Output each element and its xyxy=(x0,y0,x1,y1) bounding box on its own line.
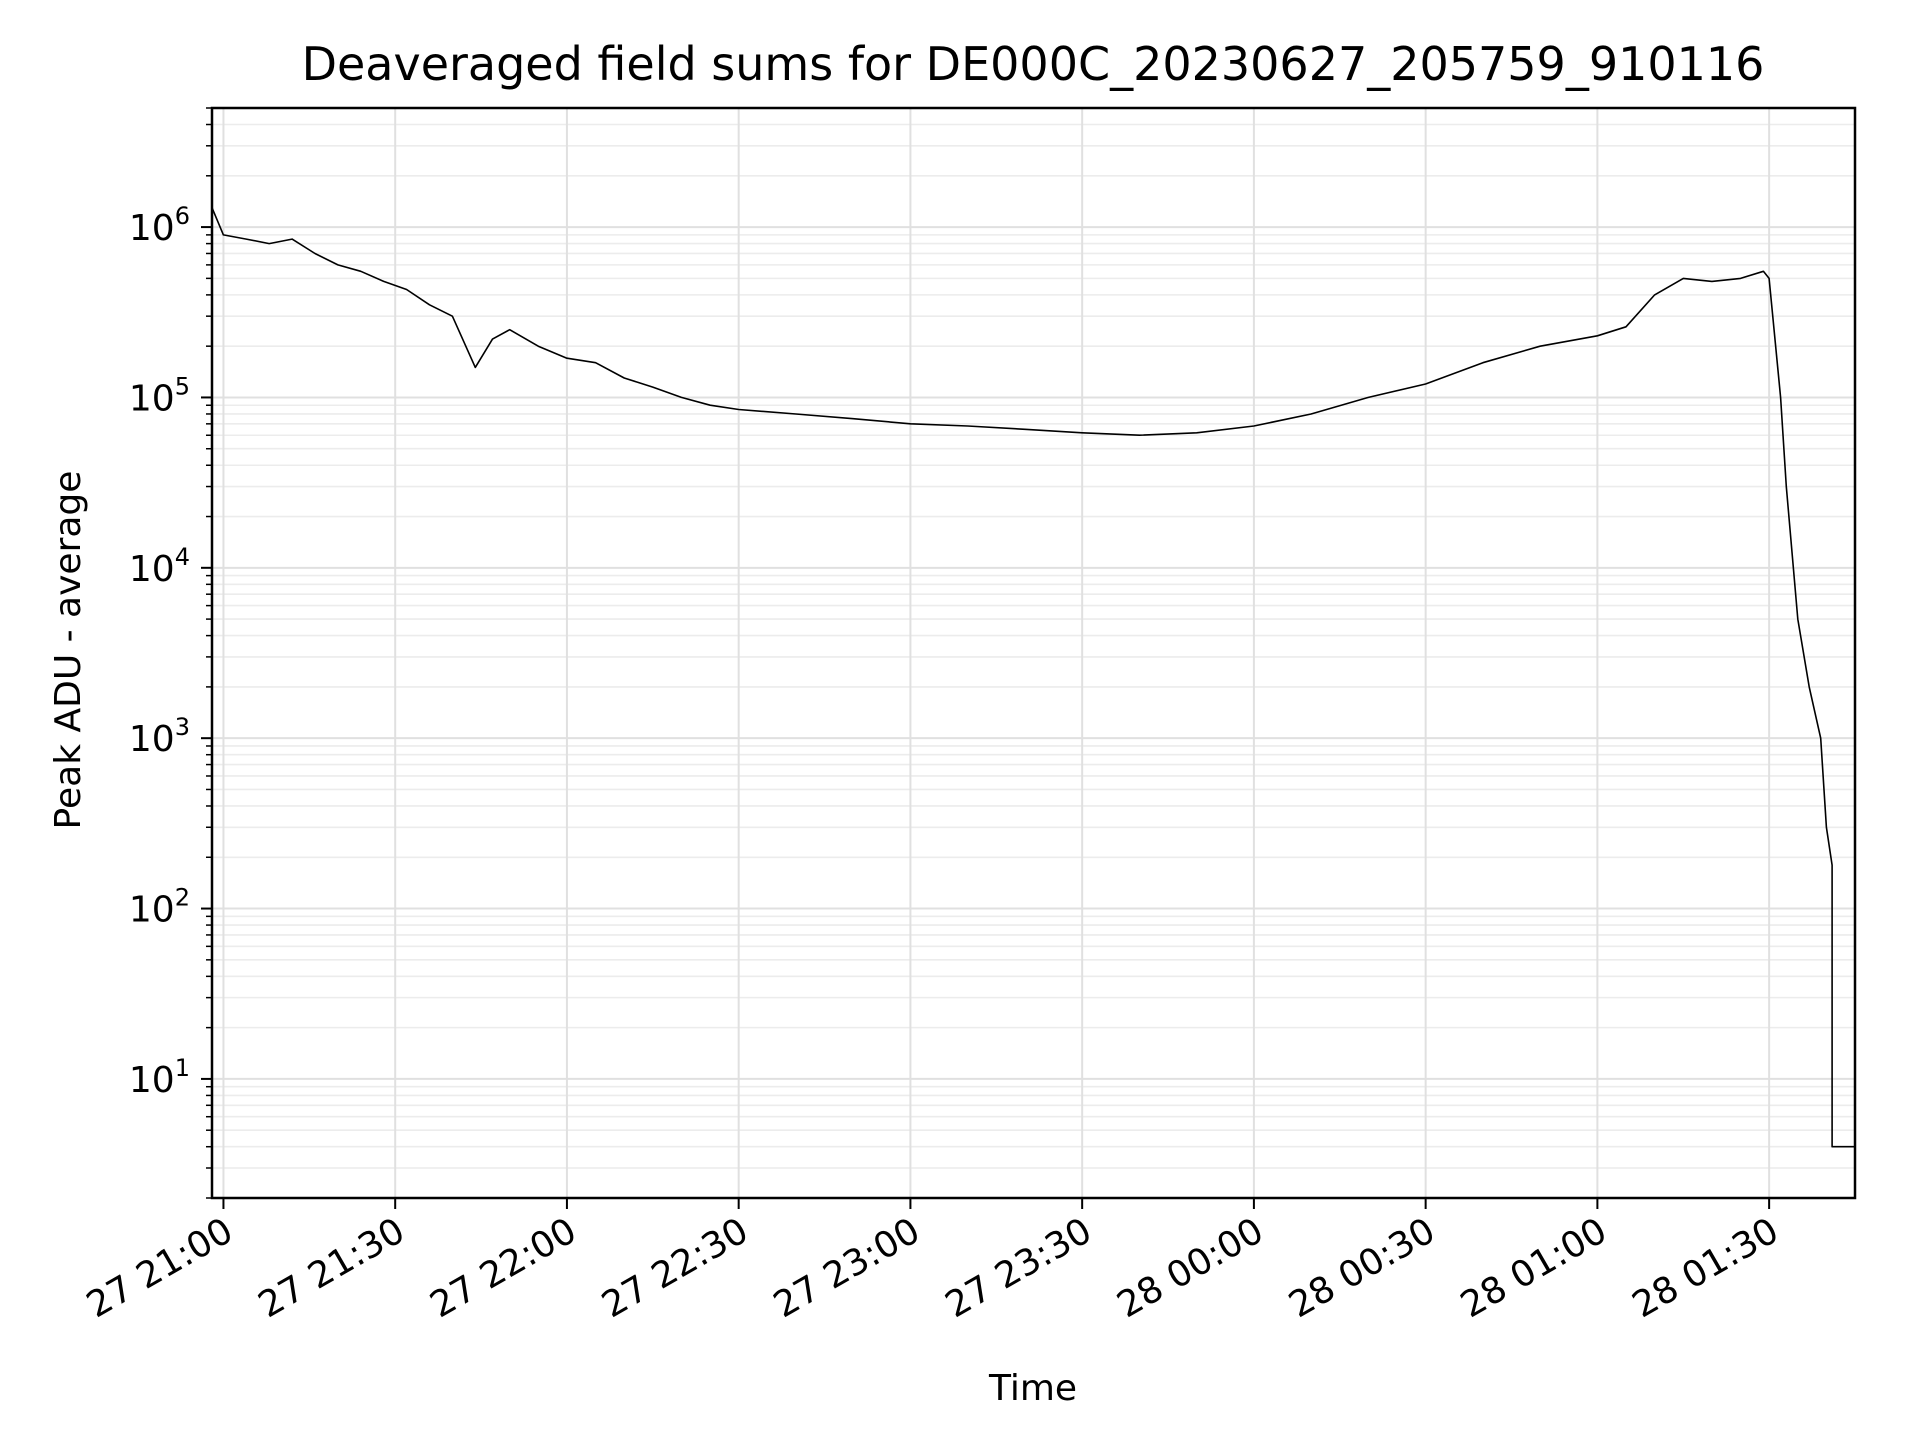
x-axis-label: Time xyxy=(988,1368,1077,1409)
y-tick-label: 105 xyxy=(129,372,190,419)
y-tick-label: 103 xyxy=(129,713,190,760)
plot-frame xyxy=(210,106,1857,1200)
y-tick-label: 106 xyxy=(129,202,190,249)
y-tick-label: 102 xyxy=(129,884,190,931)
series-line-0 xyxy=(211,207,1855,1148)
y-tick-label: 101 xyxy=(129,1054,190,1101)
y-tick-label: 104 xyxy=(129,543,190,590)
series-layer xyxy=(211,207,1855,1148)
y-axis-label: Peak ADU - average xyxy=(48,471,89,830)
grid xyxy=(212,107,1855,1199)
chart-title: Deaveraged field sums for DE000C_2023062… xyxy=(302,37,1765,91)
